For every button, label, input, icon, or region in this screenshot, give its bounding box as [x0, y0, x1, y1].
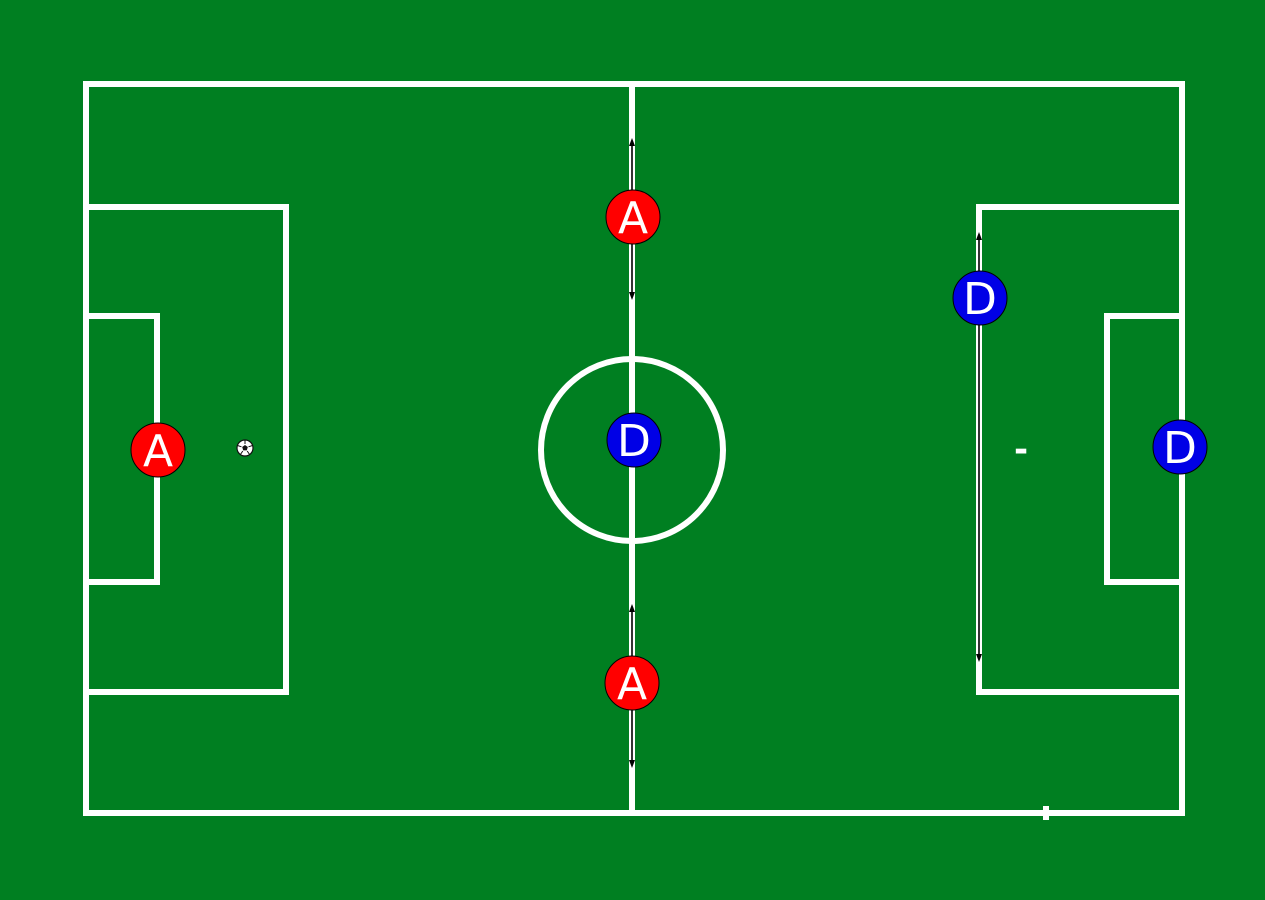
center-circle: [538, 356, 726, 544]
player-label: D: [1163, 423, 1197, 474]
dash-mark: -: [1014, 430, 1028, 470]
player-defender-goal[interactable]: D: [1152, 419, 1208, 475]
player-label: A: [618, 193, 648, 244]
player-attacker-goal-area[interactable]: A: [130, 422, 186, 478]
soccer-ball-icon[interactable]: [236, 439, 254, 457]
player-label: A: [617, 659, 647, 710]
player-defender-center[interactable]: D: [606, 412, 662, 468]
player-attacker-top[interactable]: A: [605, 189, 661, 245]
player-label: D: [617, 416, 651, 467]
player-label: D: [963, 274, 997, 325]
player-attacker-bottom[interactable]: A: [604, 655, 660, 711]
player-defender-right-top[interactable]: D: [952, 270, 1008, 326]
player-label: A: [143, 426, 173, 477]
